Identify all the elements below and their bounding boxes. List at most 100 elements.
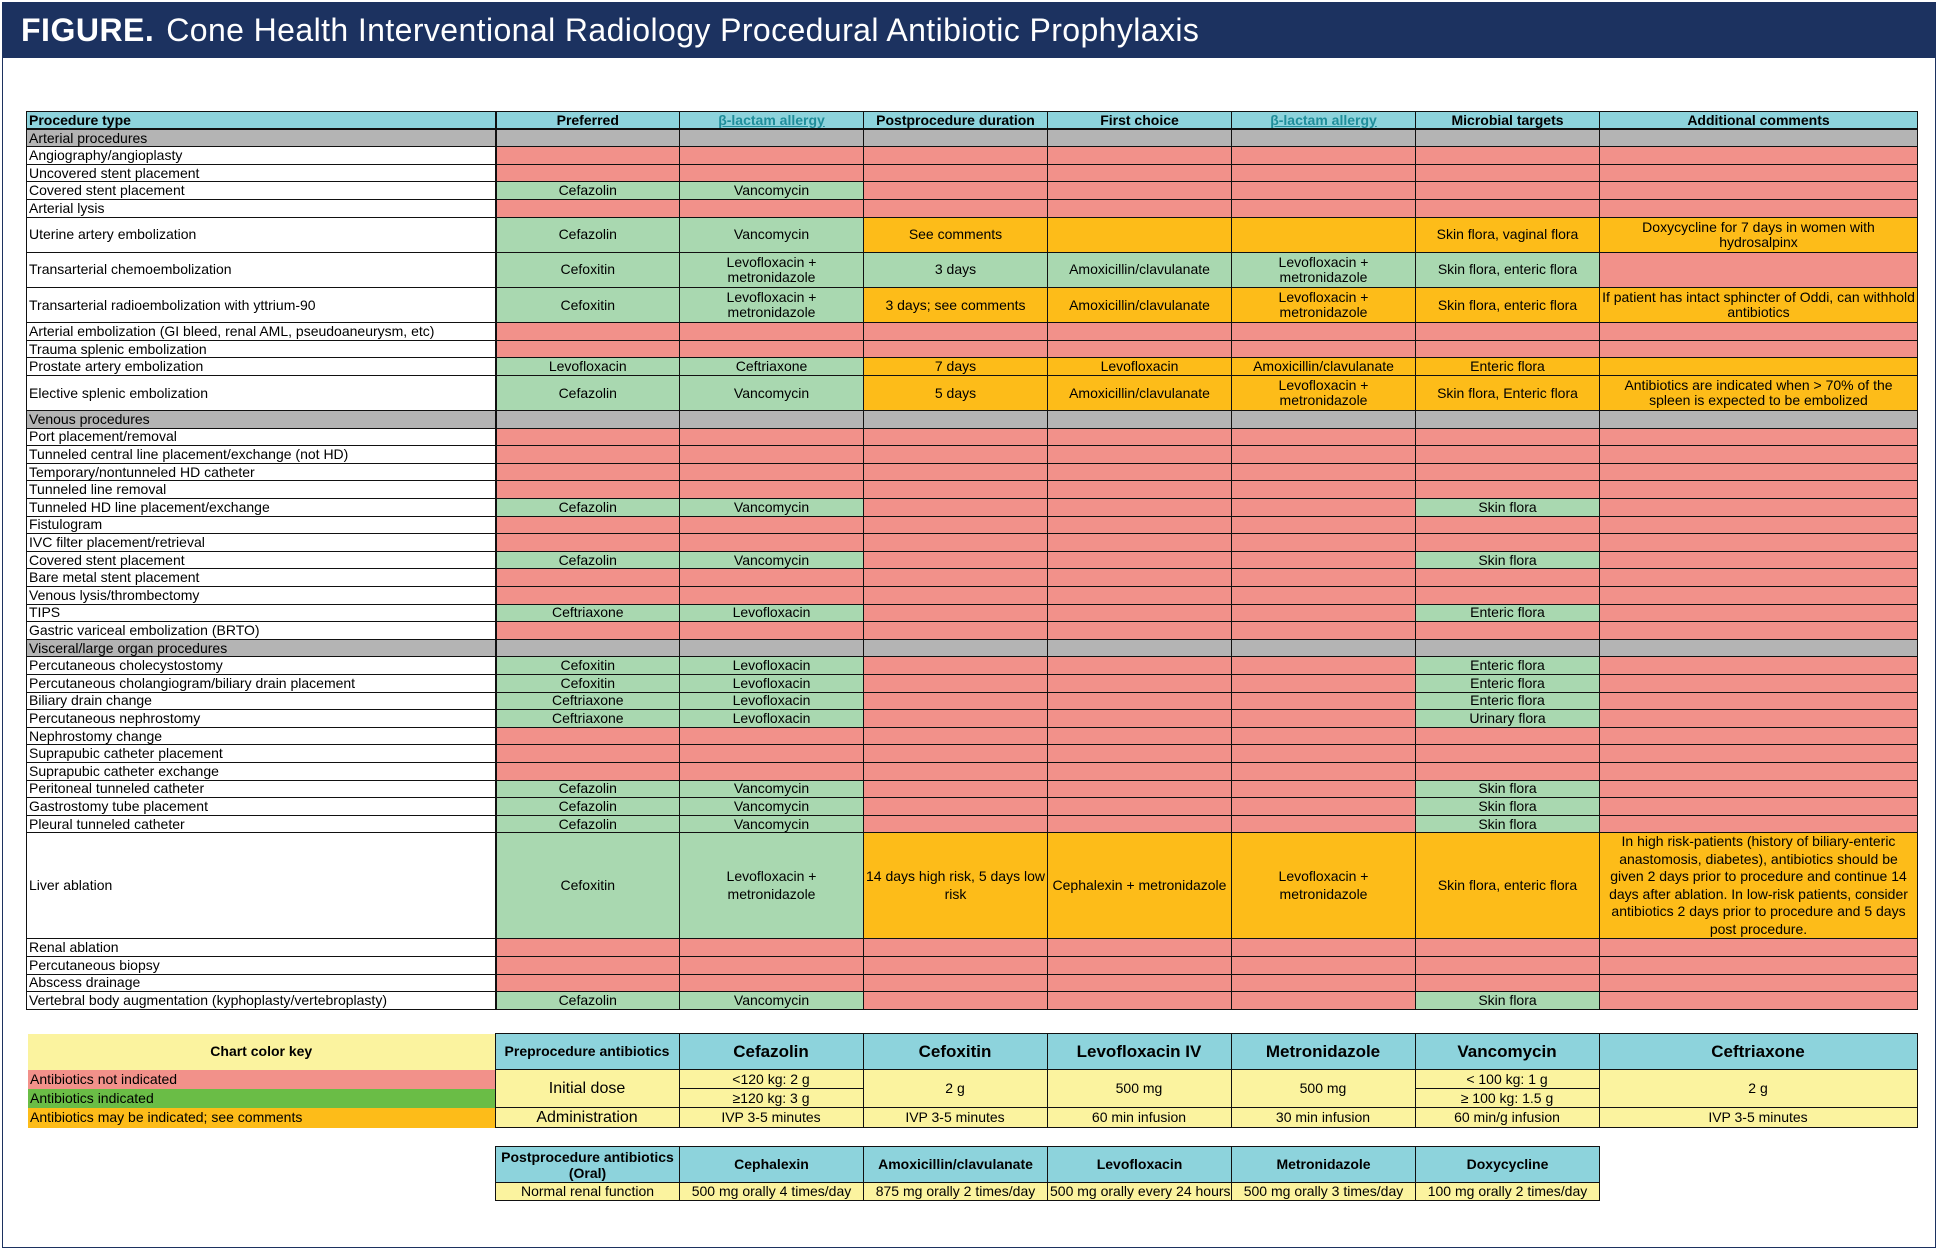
prophylaxis-cell — [863, 674, 1048, 693]
color-key-dosing-table: Chart color key Preprocedure antibiotics… — [28, 1033, 1918, 1128]
prophylaxis-cell — [1599, 709, 1918, 728]
prophylaxis-cell — [863, 656, 1048, 675]
prophylaxis-cell — [1047, 322, 1232, 341]
prophylaxis-cell — [863, 498, 1048, 517]
prophylaxis-cell — [1599, 480, 1918, 500]
section-fill-cell — [1415, 128, 1600, 148]
section-fill-cell — [495, 638, 680, 658]
prophylaxis-cell — [1415, 761, 1600, 781]
prophylaxis-cell — [863, 991, 1048, 1010]
prophylaxis-cell — [1231, 744, 1416, 763]
dose-cell: 2 g — [862, 1069, 1048, 1108]
prophylaxis-cell: Skin flora, enteric flora — [1415, 832, 1600, 940]
prophylaxis-cell: Skin flora, enteric flora — [1415, 286, 1600, 324]
prophylaxis-cell — [863, 339, 1048, 359]
prophylaxis-cell — [1047, 515, 1232, 535]
oral-dose-cell: 500 mg orally 3 times/day — [1231, 1182, 1416, 1201]
section-fill-cell — [1599, 638, 1918, 658]
procedure-name: Arterial lysis — [26, 198, 497, 218]
procedure-name: Peritoneal tunneled catheter — [26, 779, 497, 799]
prophylaxis-cell — [1599, 251, 1918, 288]
prophylaxis-cell — [1047, 181, 1232, 200]
procedure-row: TIPS Ceftriaxone Levofloxacin Enteric flora — [26, 603, 1918, 623]
prophylaxis-cell — [1599, 462, 1918, 482]
prophylaxis-cell — [1599, 445, 1918, 464]
prophylaxis-cell — [679, 938, 864, 957]
prophylaxis-cell: See comments — [863, 216, 1048, 253]
prophylaxis-cell — [1047, 498, 1232, 517]
prophylaxis-cell: Antibiotics are indicated when > 70% of … — [1599, 374, 1918, 412]
prophylaxis-cell — [863, 814, 1048, 834]
column-header: β-lactam allergy — [1231, 111, 1416, 131]
prophylaxis-cell — [679, 533, 864, 552]
prophylaxis-cell: 7 days — [863, 357, 1048, 376]
prophylaxis-cell — [1599, 568, 1918, 588]
procedure-name: Uterine artery embolization — [26, 216, 497, 253]
prophylaxis-cell — [1231, 709, 1416, 728]
section-fill-cell — [679, 638, 864, 658]
oral-dose-cell: 500 mg orally 4 times/day — [679, 1182, 864, 1201]
prophylaxis-cell — [1599, 498, 1918, 517]
prophylaxis-cell — [863, 955, 1048, 975]
prophylaxis-cell: Amoxicillin/clavulanate — [1231, 357, 1416, 376]
prophylaxis-cell — [1599, 814, 1918, 834]
oral-drug-header: Cephalexin — [679, 1146, 864, 1183]
prophylaxis-cell: Skin flora, enteric flora — [1415, 251, 1600, 288]
prophylaxis-cell: Levofloxacin + metronidazole — [1231, 251, 1416, 288]
prophylaxis-cell — [1047, 797, 1232, 816]
prophylaxis-cell — [1047, 427, 1232, 447]
prophylaxis-cell: Cefazolin — [495, 779, 680, 799]
prophylaxis-cell — [863, 163, 1048, 183]
procedure-row: Arterial lysis — [26, 198, 1918, 218]
procedure-row: Tunneled central line placement/exchange… — [26, 445, 1918, 464]
procedure-name: Nephrostomy change — [26, 726, 497, 746]
procedure-name: Tunneled central line placement/exchange… — [26, 445, 497, 464]
prophylaxis-cell — [1231, 586, 1416, 605]
prophylaxis-cell: Vancomycin — [679, 814, 864, 834]
prophylaxis-cell — [1599, 779, 1918, 799]
oral-drug-header: Amoxicillin/clavulanate — [863, 1146, 1048, 1183]
section-fill-cell — [1599, 410, 1918, 429]
prophylaxis-cell — [863, 726, 1048, 746]
prophylaxis-cell — [863, 550, 1048, 570]
table-header-row: Procedure type Preferred β-lactam allergy P… — [26, 111, 1918, 131]
prophylaxis-cell — [1047, 568, 1232, 588]
prophylaxis-cell — [1599, 357, 1918, 376]
prophylaxis-cell — [1047, 814, 1232, 834]
procedure-name: Venous lysis/thrombectomy — [26, 586, 497, 605]
procedure-row: Arterial embolization (GI bleed, renal A… — [26, 322, 1918, 341]
prophylaxis-cell — [863, 427, 1048, 447]
prophylaxis-cell — [1231, 761, 1416, 781]
procedure-row: Angiography/angioplasty — [26, 146, 1918, 165]
prophylaxis-cell — [679, 726, 864, 746]
prophylaxis-cell: Amoxicillin/clavulanate — [1047, 374, 1232, 412]
procedure-row: Covered stent placement Cefazolin Vancomyc… — [26, 181, 1918, 200]
prophylaxis-cell — [1415, 322, 1600, 341]
prophylaxis-cell — [1599, 973, 1918, 993]
prophylaxis-cell — [863, 181, 1048, 200]
prophylaxis-cell — [863, 445, 1048, 464]
procedure-row: Renal ablation — [26, 938, 1918, 957]
prophylaxis-cell — [1231, 146, 1416, 165]
section-fill-cell — [1047, 638, 1232, 658]
procedure-name: Transarterial radioembolization with ytt… — [26, 286, 497, 324]
prophylaxis-cell — [1599, 515, 1918, 535]
postprocedure-label-line1: Postprocedure antibiotics — [501, 1148, 674, 1165]
oral-drug-header: Doxycycline — [1415, 1146, 1600, 1183]
prophylaxis-cell: Amoxicillin/clavulanate — [1047, 286, 1232, 324]
prophylaxis-cell — [1415, 621, 1600, 640]
prophylaxis-cell — [1047, 480, 1232, 500]
prophylaxis-cell — [863, 779, 1048, 799]
procedure-name: Gastrostomy tube placement — [26, 797, 497, 816]
prophylaxis-cell — [1231, 656, 1416, 675]
prophylaxis-cell: Cefoxitin — [495, 674, 680, 693]
prophylaxis-cell: 3 days — [863, 251, 1048, 288]
procedure-name: Bare metal stent placement — [26, 568, 497, 588]
prophylaxis-cell: Cefazolin — [495, 797, 680, 816]
prophylaxis-cell — [1599, 726, 1918, 746]
section-row: Arterial procedures — [26, 128, 1918, 148]
section-fill-cell — [1231, 128, 1416, 148]
prophylaxis-cell — [1047, 691, 1232, 711]
prophylaxis-cell — [1231, 938, 1416, 957]
prophylaxis-cell: Doxycycline for 7 days in women with hyd… — [1599, 216, 1918, 253]
